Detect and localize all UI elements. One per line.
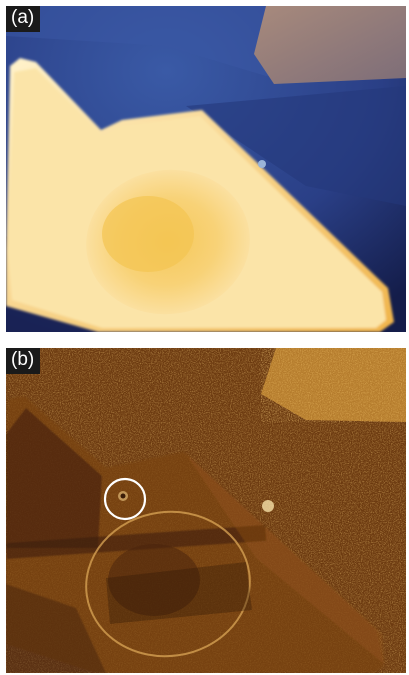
marker-circle bbox=[103, 477, 147, 521]
main-flake bbox=[6, 396, 384, 673]
flake-bump-outline bbox=[85, 510, 251, 658]
panel-b-label: (b) bbox=[6, 348, 41, 374]
surface-particle bbox=[258, 160, 266, 168]
panel-b-contrast: (b) bbox=[6, 348, 406, 673]
surface-particle bbox=[262, 500, 274, 512]
topography-image bbox=[6, 6, 406, 332]
panel-a-topography: (a) bbox=[6, 6, 406, 332]
adjacent-flake-terrace bbox=[254, 6, 406, 84]
contrast-image bbox=[6, 348, 406, 673]
panel-a-label: (a) bbox=[6, 6, 41, 32]
